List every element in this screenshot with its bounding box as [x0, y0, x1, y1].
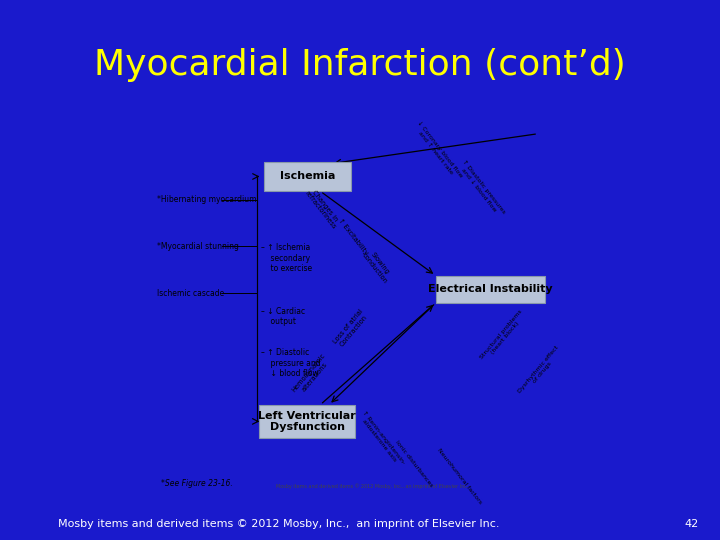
Text: Myocardial Infarction (cont’d): Myocardial Infarction (cont’d): [94, 48, 626, 82]
Text: Ionic disturbances: Ionic disturbances: [395, 440, 433, 488]
Text: Slowing
conduction: Slowing conduction: [361, 247, 393, 285]
Text: ↑ Excitability: ↑ Excitability: [337, 218, 369, 256]
Text: Neurohumoral factors: Neurohumoral factors: [436, 447, 483, 504]
FancyBboxPatch shape: [264, 162, 351, 191]
Text: Dysrhythmic effect
of drugs: Dysrhythmic effect of drugs: [517, 345, 564, 397]
Text: Electrical Instability: Electrical Instability: [428, 284, 552, 294]
Text: Ischemia: Ischemia: [279, 172, 335, 181]
Text: Left Ventricular
Dysfunction: Left Ventricular Dysfunction: [258, 410, 356, 432]
Text: Structural problems
(heart block): Structural problems (heart block): [479, 308, 528, 363]
FancyBboxPatch shape: [259, 405, 355, 438]
FancyBboxPatch shape: [436, 275, 544, 303]
Text: Loss of atrial
Contraction: Loss of atrial Contraction: [332, 308, 369, 349]
Text: Ischemic cascade: Ischemic cascade: [157, 288, 224, 298]
Text: – ↑ Ischemia
    secondary
    to exercise: – ↑ Ischemia secondary to exercise: [261, 243, 312, 273]
Text: Mosby items and derived items © 2012 Mosby, Inc., an imprint of Elsevier Inc.: Mosby items and derived items © 2012 Mos…: [276, 484, 469, 489]
Text: Hemodynamic
alterations: Hemodynamic alterations: [291, 352, 332, 397]
Text: 42: 42: [684, 519, 698, 529]
Text: ↑ Diastolic pressures
and ↓ blood flow: ↑ Diastolic pressures and ↓ blood flow: [456, 158, 506, 218]
Text: ↓ Coronary blood flow
and ↑ heart rate: ↓ Coronary blood flow and ↑ heart rate: [412, 120, 464, 183]
Text: *Hibernating myocardium: *Hibernating myocardium: [157, 195, 256, 204]
Text: *Myocardial stunning: *Myocardial stunning: [157, 242, 239, 251]
Text: – ↑ Diastolic
    pressure and
    ↓ blood flow: – ↑ Diastolic pressure and ↓ blood flow: [261, 348, 320, 378]
Text: *See Figure 23-16.: *See Figure 23-16.: [161, 479, 233, 488]
Text: ↑ Renin-angiotensin-
aldosterone axis: ↑ Renin-angiotensin- aldosterone axis: [356, 409, 406, 469]
Text: Mosby items and derived items © 2012 Mosby, Inc.,  an imprint of Elsevier Inc.: Mosby items and derived items © 2012 Mos…: [58, 519, 499, 529]
Text: – ↓ Cardiac
    output: – ↓ Cardiac output: [261, 307, 305, 326]
Text: Changes in
refractoriness: Changes in refractoriness: [303, 185, 342, 230]
